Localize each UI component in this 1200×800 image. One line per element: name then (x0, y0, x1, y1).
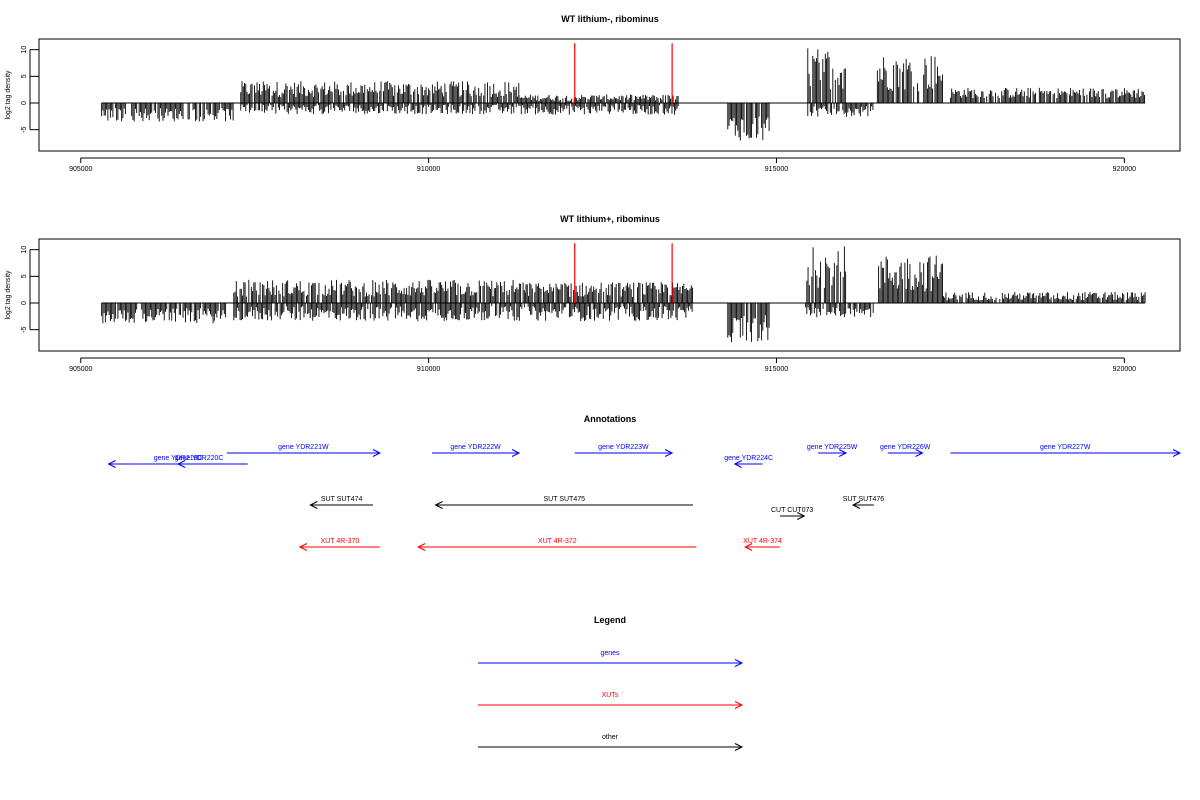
gene-annotation: gene YDR226W (880, 444, 931, 457)
y-tick-label: -5 (21, 126, 28, 132)
legend: Legend genes XUTs other (478, 615, 744, 751)
xut-annotation: XUT 4R-374 (743, 538, 782, 551)
annotation-arrowhead (744, 543, 753, 551)
annotation-arrowhead (734, 659, 744, 667)
x-axis: 905000 910000 915000 920000 (69, 157, 1136, 173)
other-annotation: SUT SUT476 (843, 496, 885, 509)
annotation-arrowhead (177, 460, 186, 468)
annotation-arrowhead (434, 501, 443, 509)
coverage-bars (101, 243, 1146, 343)
x-tick-label: 920000 (1113, 166, 1136, 173)
other-label: SUT SUT474 (321, 496, 363, 503)
y-tick-label: 5 (21, 74, 28, 78)
y-tick-label: 10 (21, 46, 28, 54)
x-tick-label: 920000 (1113, 366, 1136, 373)
gene-label: gene YDR227W (1040, 444, 1091, 451)
legend-label: XUTs (602, 692, 619, 699)
x-tick-label: 915000 (765, 166, 788, 173)
coverage-panel-lithium-plus: WT lithium+, ribominus log2 tag density … (5, 214, 1181, 373)
y-tick-label: -5 (21, 326, 28, 332)
x-axis: 905000 910000 915000 920000 (69, 357, 1136, 373)
annotation-arrowhead (309, 501, 318, 509)
other-label: CUT CUT073 (771, 507, 813, 514)
gene-label: gene YDR224C (724, 455, 773, 462)
legend-item: genes (478, 650, 744, 667)
panel-title: WT lithium+, ribominus (560, 214, 660, 224)
x-tick-label: 905000 (69, 366, 92, 373)
plot-frame (38, 238, 1181, 352)
annotation-arrowhead (372, 449, 382, 457)
gene-annotation: gene YDR221W (226, 444, 382, 457)
other-label: SUT SUT476 (843, 496, 885, 503)
coverage-panel-lithium-minus: WT lithium-, ribominus log2 tag density … (5, 14, 1181, 173)
y-tick-label: 0 (21, 101, 28, 105)
gene-label: gene YDR222W (450, 444, 501, 451)
annotation-arrowhead (1172, 449, 1182, 457)
x-tick-label: 915000 (765, 366, 788, 373)
y-axis-label: log2 tag density (5, 70, 12, 120)
annotation-arrowhead (664, 449, 674, 457)
annotation-arrowhead (417, 543, 426, 551)
xut-annotation: XUT 4R-370 (298, 538, 380, 551)
gene-annotation: gene YDR225W (807, 444, 858, 457)
gene-annotation: gene YDR220C (175, 455, 224, 468)
xut-label: XUT 4R-370 (321, 538, 360, 545)
gene-label: gene YDR225W (807, 444, 858, 451)
xut-annotation: XUT 4R-372 (417, 538, 697, 551)
x-tick-label: 910000 (417, 366, 440, 373)
x-tick-label: 910000 (417, 166, 440, 173)
xut-label: XUT 4R-374 (743, 538, 782, 545)
annotation-arrowhead (298, 543, 308, 551)
gene-label: gene YDR226W (880, 444, 931, 451)
gene-label: gene YDR219C (154, 455, 203, 462)
y-axis: -5 0 5 10 (21, 246, 39, 333)
y-tick-label: 0 (21, 301, 28, 305)
legend-item: XUTs (478, 692, 744, 709)
y-axis: -5 0 5 10 (21, 46, 39, 133)
plot-frame (38, 38, 1181, 152)
gene-label: gene YDR221W (278, 444, 329, 451)
coverage-bars (101, 43, 1146, 141)
annotation-arrowhead (838, 449, 848, 457)
annotation-arrowhead (511, 449, 521, 457)
x-tick-label: 905000 (69, 166, 92, 173)
other-annotation: SUT SUT475 (434, 496, 693, 509)
annotation-arrowhead (851, 501, 861, 509)
gene-label: gene YDR220C (175, 455, 224, 462)
annotation-arrowhead (733, 460, 742, 468)
legend-title: Legend (594, 615, 626, 625)
annotations-title: Annotations (584, 414, 637, 424)
other-annotation: CUT CUT073 (771, 507, 813, 520)
legend-label: other (602, 734, 619, 741)
legend-item: other (478, 734, 744, 751)
y-axis-label: log2 tag density (5, 270, 12, 320)
panel-title: WT lithium-, ribominus (561, 14, 659, 24)
other-annotation: SUT SUT474 (309, 496, 373, 509)
gene-annotation: gene YDR223W (574, 444, 674, 457)
annotation-arrowhead (107, 460, 116, 468)
annotation-arrowhead (734, 701, 744, 709)
annotation-arrowhead (797, 512, 806, 520)
gene-annotation: gene YDR224C (724, 455, 773, 468)
annotation-arrowhead (915, 449, 924, 457)
gene-label: gene YDR223W (598, 444, 649, 451)
y-tick-label: 5 (21, 274, 28, 278)
annotation-arrowhead (734, 743, 744, 751)
xut-label: XUT 4R-372 (538, 538, 577, 545)
gene-annotation: gene YDR222W (432, 444, 521, 457)
legend-label: genes (600, 650, 620, 657)
y-tick-label: 10 (21, 246, 28, 254)
other-label: SUT SUT475 (544, 496, 586, 503)
gene-annotation: gene YDR227W (950, 444, 1182, 457)
